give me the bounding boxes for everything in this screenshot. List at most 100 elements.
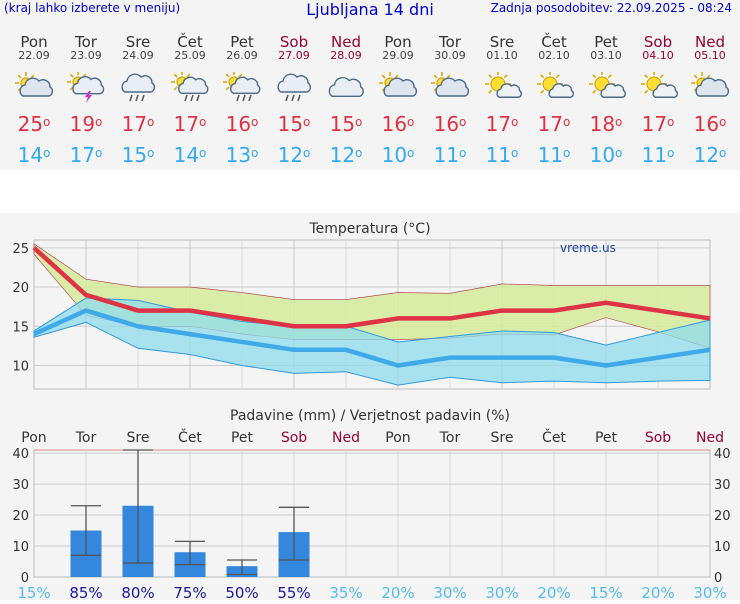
precip-day-label: Pon — [385, 430, 410, 446]
day-date: 01.10 — [486, 49, 518, 62]
precip-day-label: Sre — [127, 430, 150, 446]
chart-area: 10 15 20 25 Temperatura (°C) vreme.us Padavine… — [0, 213, 740, 602]
max-temp-value: 25 — [17, 112, 44, 136]
precip-probability: 15% — [589, 584, 622, 600]
max-temp-line — [32, 246, 711, 329]
degree-sign: o — [563, 146, 571, 160]
temp-y-tick: 15 — [12, 320, 29, 335]
max-temp: 17o — [112, 112, 164, 136]
location-hint[interactable]: (kraj lahko izberete v meniju) — [4, 1, 181, 15]
day-name: Tor — [75, 33, 97, 51]
day-date: 28.09 — [330, 49, 362, 62]
precip-y-tick-left: 20 — [12, 509, 29, 524]
max-temp: 16o — [424, 112, 476, 136]
degree-sign: o — [563, 115, 571, 129]
temp-y-tick: 10 — [12, 359, 29, 374]
day-date: 26.09 — [226, 49, 258, 62]
degree-sign: o — [407, 146, 415, 160]
partly-cloudy-icon — [379, 72, 418, 97]
degree-sign: o — [511, 146, 519, 160]
max-temp-value: 15 — [277, 112, 304, 136]
precip-probability: 35% — [329, 584, 362, 600]
day-date: 04.10 — [642, 49, 674, 62]
degree-sign: o — [511, 115, 519, 129]
min-temp-value: 14 — [17, 143, 44, 167]
precip-day-label: Sob — [281, 430, 307, 446]
degree-sign: o — [251, 115, 259, 129]
day-name: Pon — [384, 33, 412, 51]
min-temp: 12o — [268, 143, 320, 167]
watermark: vreme.us — [560, 241, 616, 255]
min-temp: 15o — [112, 143, 164, 167]
precip-day-label: Tor — [439, 430, 461, 446]
min-temp: 10o — [580, 143, 632, 167]
precip-probability: 30% — [693, 584, 726, 600]
min-temp-value: 15 — [121, 143, 148, 167]
precip-day-label: Sre — [491, 430, 514, 446]
spacer — [0, 170, 740, 213]
max-temp-value: 17 — [641, 112, 668, 136]
precip-day-label: Ned — [696, 430, 724, 446]
sunny-cloud-icon — [641, 72, 678, 98]
max-temp: 17o — [476, 112, 528, 136]
precip-probability: 30% — [433, 584, 466, 600]
precip-probability: 15% — [17, 584, 50, 600]
precip-probability: 85% — [69, 584, 102, 600]
precip-day-label: Pet — [231, 430, 254, 446]
partly-cloudy-icon — [15, 72, 54, 97]
day-date: 23.09 — [70, 49, 102, 62]
max-temp-value: 17 — [173, 112, 200, 136]
min-temp: 11o — [476, 143, 528, 167]
min-temp: 11o — [528, 143, 580, 167]
max-temp: 16o — [372, 112, 424, 136]
precip-y-tick-right: 20 — [714, 509, 731, 524]
day-name: Čet — [177, 33, 203, 51]
day-name: Tor — [439, 33, 461, 51]
max-temp: 16o — [216, 112, 268, 136]
precip-probability: 20% — [641, 584, 674, 600]
min-temp: 13o — [216, 143, 268, 167]
charts-svg: 10 15 20 25 Temperatura (°C) vreme.us Padavine… — [12, 221, 731, 602]
sunny-cloud-icon — [485, 72, 522, 98]
precip-y-tick-right: 40 — [714, 447, 731, 462]
precip-day-label: Pet — [595, 430, 618, 446]
max-temp-value: 18 — [589, 112, 616, 136]
degree-sign: o — [199, 146, 207, 160]
day-name: Ned — [695, 33, 725, 51]
min-temp: 14o — [164, 143, 216, 167]
min-temp-value: 11 — [641, 143, 668, 167]
last-updated: Zadnja posodobitev: 22.09.2025 - 08:24 — [490, 1, 732, 15]
day-name: Sre — [125, 33, 151, 51]
precip-y-tick-right: 30 — [714, 478, 731, 493]
degree-sign: o — [199, 115, 207, 129]
max-temp: 17o — [164, 112, 216, 136]
precip-day-label: Čet — [178, 428, 202, 446]
min-temp-value: 13 — [225, 143, 252, 167]
day-name: Pon — [20, 33, 48, 51]
precip-probability: 20% — [537, 584, 570, 600]
min-temp: 17o — [60, 143, 112, 167]
degree-sign: o — [303, 115, 311, 129]
degree-sign: o — [355, 115, 363, 129]
min-temp-value: 12 — [329, 143, 356, 167]
degree-sign: o — [615, 115, 623, 129]
degree-sign: o — [719, 146, 727, 160]
precip-day-label: Ned — [332, 430, 360, 446]
day-date: 24.09 — [122, 49, 154, 62]
forecast-panel: (kraj lahko izberete v meniju) Ljubljana… — [0, 0, 740, 170]
precip-y-tick-left: 10 — [12, 540, 29, 555]
day-date: 03.10 — [590, 49, 622, 62]
degree-sign: o — [303, 146, 311, 160]
day-date: 30.09 — [434, 49, 466, 62]
temp-y-tick: 25 — [12, 242, 29, 257]
rain-cloud-icon — [121, 73, 156, 102]
min-temp-value: 17 — [69, 143, 96, 167]
max-temp: 25o — [8, 112, 60, 136]
max-temp-value: 19 — [69, 112, 96, 136]
day-name: Pet — [230, 33, 254, 51]
temp-y-tick: 20 — [12, 281, 29, 296]
day-name: Pet — [594, 33, 618, 51]
max-temp: 15o — [320, 112, 372, 136]
day-date: 02.10 — [538, 49, 570, 62]
precip-probability: 20% — [381, 584, 414, 600]
